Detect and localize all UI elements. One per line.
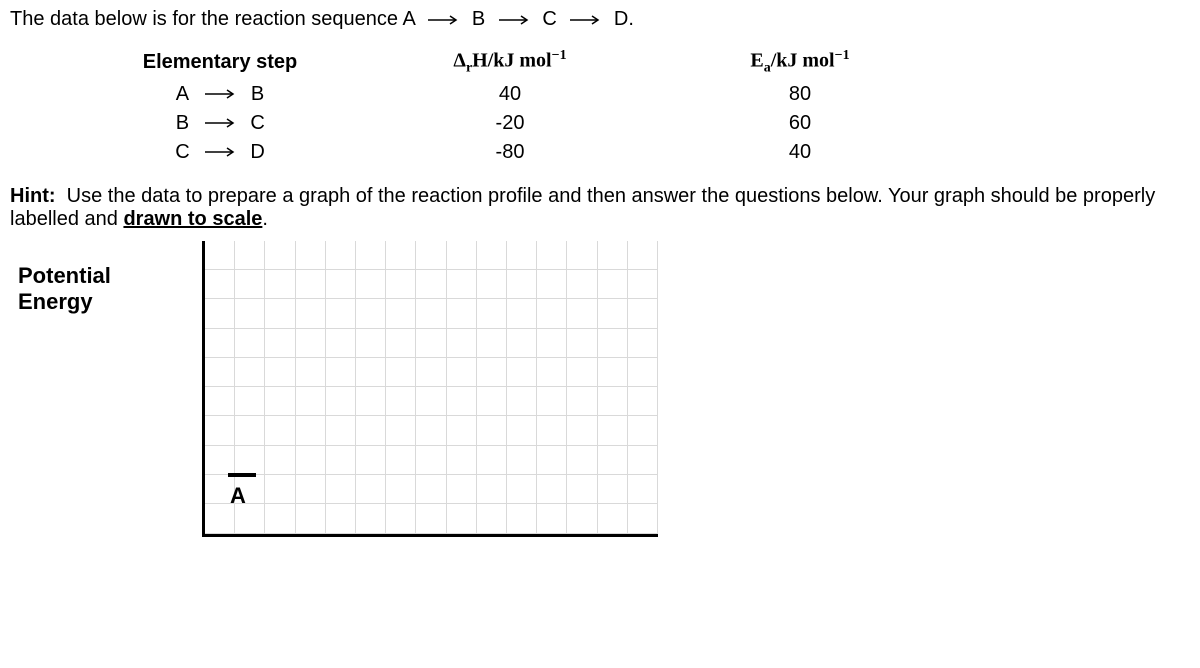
graph-grid: A xyxy=(178,241,658,551)
hint-text: Hint: Use the data to prepare a graph of… xyxy=(10,185,1190,231)
table-row: B C -20 60 xyxy=(80,109,940,138)
step-cell: C D xyxy=(80,138,360,167)
step-cell: B C xyxy=(80,109,360,138)
seq-B: B xyxy=(472,8,485,30)
graph-area: Potential Energy A xyxy=(10,241,1190,551)
intro-prefix: The data below is for the reaction seque… xyxy=(10,8,398,30)
hint-underline: drawn to scale xyxy=(123,208,262,230)
hint-label: Hint: xyxy=(10,185,56,207)
arrow-icon xyxy=(491,15,537,25)
seq-A: A xyxy=(402,8,414,30)
header-step: Elementary step xyxy=(80,45,360,80)
table-row: A B 40 80 xyxy=(80,80,940,109)
step-cell: A B xyxy=(80,80,360,109)
y-axis-line xyxy=(202,241,205,537)
intro-text: The data below is for the reaction seque… xyxy=(10,8,1190,31)
grid-cells xyxy=(205,241,658,534)
table-header-row: Elementary step ΔrH/kJ mol−1 Ea/kJ mol−1 xyxy=(80,45,940,80)
dh-cell: 40 xyxy=(360,80,660,109)
dh-cell: -80 xyxy=(360,138,660,167)
arrow-icon xyxy=(197,89,243,99)
mark-a-label: A xyxy=(230,483,246,509)
header-ea: Ea/kJ mol−1 xyxy=(660,45,940,80)
mark-a-tick xyxy=(228,473,256,477)
hint-body-2: . xyxy=(262,208,268,230)
x-axis-line xyxy=(202,534,658,537)
seq-D: D. xyxy=(614,8,634,30)
dh-cell: -20 xyxy=(360,109,660,138)
arrow-icon xyxy=(197,147,243,157)
header-dh: ΔrH/kJ mol−1 xyxy=(360,45,660,80)
ea-cell: 60 xyxy=(660,109,940,138)
arrow-icon xyxy=(197,118,243,128)
data-table: Elementary step ΔrH/kJ mol−1 Ea/kJ mol−1… xyxy=(80,45,940,167)
ea-cell: 80 xyxy=(660,80,940,109)
arrow-icon xyxy=(562,15,608,25)
table-row: C D -80 40 xyxy=(80,138,940,167)
ea-cell: 40 xyxy=(660,138,940,167)
seq-C: C xyxy=(542,8,556,30)
y-axis-label: Potential Energy xyxy=(10,241,178,316)
arrow-icon xyxy=(420,15,466,25)
